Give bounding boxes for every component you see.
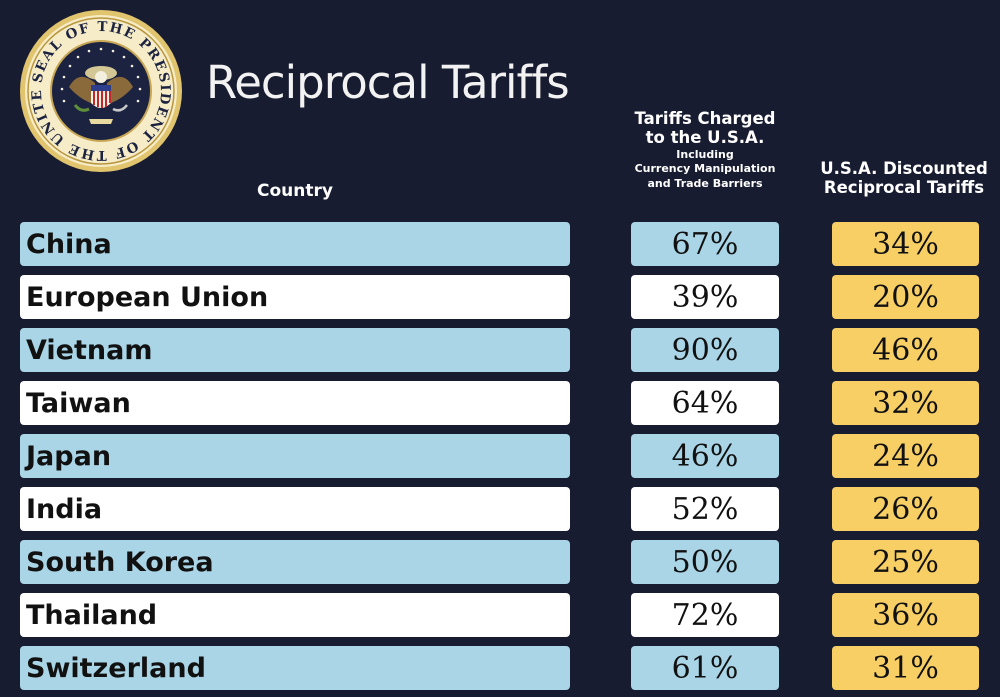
table-row: India 52% 26%	[0, 487, 1000, 531]
country-cell: Vietnam	[20, 328, 570, 372]
country-cell: South Korea	[20, 540, 570, 584]
discounted-tariff-cell: 46%	[832, 328, 979, 372]
discounted-tariff-cell: 24%	[832, 434, 979, 478]
header-charged-sub2: Currency Manipulation	[634, 162, 776, 176]
tariff-charged-cell: 67%	[631, 222, 779, 266]
header-discount-line1: U.S.A. Discounted	[820, 159, 988, 178]
tariff-charged-cell: 52%	[631, 487, 779, 531]
table-row: European Union 39% 20%	[0, 275, 1000, 319]
table-row: Thailand 72% 36%	[0, 593, 1000, 637]
tariff-charged-cell: 39%	[631, 275, 779, 319]
header-tariffs-charged: Tariffs Charged to the U.S.A. Including …	[612, 109, 798, 191]
discounted-tariff-cell: 25%	[832, 540, 979, 584]
header-charged-sub3: and Trade Barriers	[647, 176, 763, 190]
country-cell: Thailand	[20, 593, 570, 637]
country-cell: China	[20, 222, 570, 266]
page-title: Reciprocal Tariffs	[206, 56, 570, 109]
header-country: Country	[257, 181, 333, 201]
country-cell: India	[20, 487, 570, 531]
country-cell: European Union	[20, 275, 570, 319]
tariff-charged-cell: 90%	[631, 328, 779, 372]
country-cell: Taiwan	[20, 381, 570, 425]
discounted-tariff-cell: 36%	[832, 593, 979, 637]
table-row: China 67% 34%	[0, 222, 1000, 266]
header-discount-line2: Reciprocal Tariffs	[823, 177, 985, 197]
tariff-charged-cell: 46%	[631, 434, 779, 478]
header-charged-line1: Tariffs Charged	[634, 109, 776, 128]
presidential-seal: SEAL OF THE PRESIDENT OF THE UNITED STAT…	[19, 9, 182, 172]
header-charged-line2: to the U.S.A.	[645, 127, 765, 147]
discounted-tariff-cell: 32%	[832, 381, 979, 425]
tariff-charged-cell: 61%	[631, 646, 779, 690]
tariff-charged-cell: 50%	[631, 540, 779, 584]
table-row: Vietnam 90% 46%	[0, 328, 1000, 372]
tariff-charged-cell: 64%	[631, 381, 779, 425]
table-row: Japan 46% 24%	[0, 434, 1000, 478]
discounted-tariff-cell: 34%	[832, 222, 979, 266]
country-cell: Japan	[20, 434, 570, 478]
header-discounted-tariffs: U.S.A. Discounted Reciprocal Tariffs	[808, 159, 1000, 198]
discounted-tariff-cell: 20%	[832, 275, 979, 319]
table-row: South Korea 50% 25%	[0, 540, 1000, 584]
discounted-tariff-cell: 26%	[832, 487, 979, 531]
tariff-charged-cell: 72%	[631, 593, 779, 637]
table-row: Switzerland 61% 31%	[0, 646, 1000, 690]
country-cell: Switzerland	[20, 646, 570, 690]
header-charged-sub1: Including	[676, 147, 734, 161]
table-row: Taiwan 64% 32%	[0, 381, 1000, 425]
discounted-tariff-cell: 31%	[832, 646, 979, 690]
